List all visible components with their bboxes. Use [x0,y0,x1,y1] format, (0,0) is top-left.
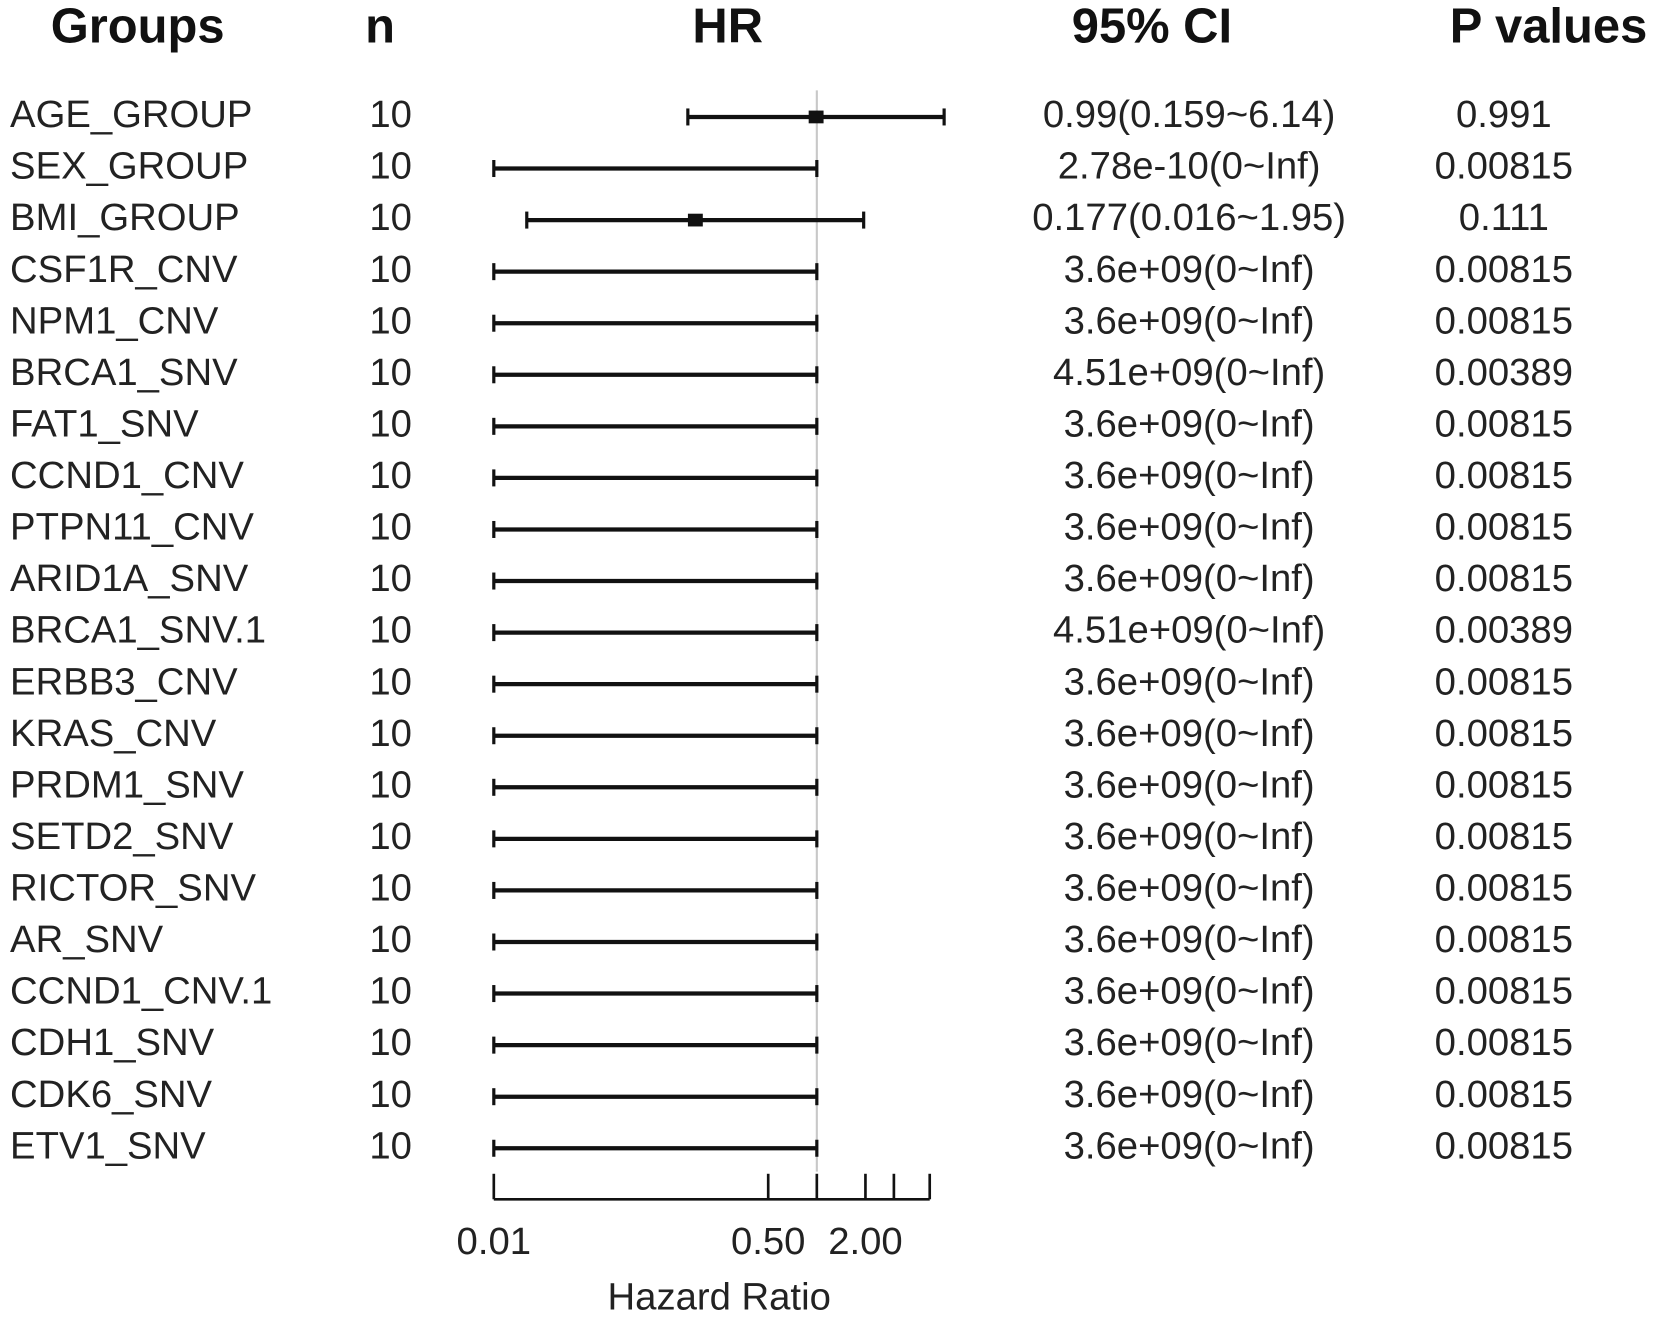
n-value: 10 [369,970,412,1013]
ci-text: 4.51e+09(0~Inf) [1053,609,1325,652]
p-value: 0.00815 [1435,506,1573,549]
p-value: 0.00815 [1435,402,1573,445]
p-value: 0.00815 [1435,1073,1573,1116]
column-header: Groups [51,0,225,54]
p-value: 0.00815 [1435,248,1573,291]
n-value: 10 [369,609,412,652]
ci-text: 3.6e+09(0~Inf) [1064,1124,1315,1167]
group-label: PTPN11_CNV [10,506,254,549]
column-header: 95% CI [1072,0,1232,54]
n-value: 10 [369,506,412,549]
ci-text: 3.6e+09(0~Inf) [1064,402,1315,445]
group-label: CCND1_CNV.1 [10,970,272,1013]
group-label: CSF1R_CNV [10,248,238,291]
n-value: 10 [369,351,412,394]
column-header: HR [692,0,763,54]
p-value: 0.00815 [1435,145,1573,188]
group-label: NPM1_CNV [10,299,219,342]
group-label: CDH1_SNV [10,1021,215,1064]
ci-text: 3.6e+09(0~Inf) [1064,712,1315,755]
group-label: RICTOR_SNV [10,867,256,910]
ci-text: 3.6e+09(0~Inf) [1064,299,1315,342]
ci-text: 3.6e+09(0~Inf) [1064,918,1315,961]
n-value: 10 [369,248,412,291]
ci-text: 3.6e+09(0~Inf) [1064,506,1315,549]
p-value: 0.00815 [1435,763,1573,806]
p-value: 0.00389 [1435,609,1573,652]
group-label: FAT1_SNV [10,402,199,445]
p-value: 0.00815 [1435,557,1573,600]
p-value: 0.111 [1459,196,1549,239]
n-value: 10 [369,815,412,858]
ci-text: 3.6e+09(0~Inf) [1064,660,1315,703]
p-value: 0.00815 [1435,970,1573,1013]
x-tick-label: 2.00 [828,1220,902,1263]
n-value: 10 [369,763,412,806]
ci-text: 3.6e+09(0~Inf) [1064,1073,1315,1116]
p-value: 0.00815 [1435,1124,1573,1167]
ci-text: 3.6e+09(0~Inf) [1064,454,1315,497]
n-value: 10 [369,712,412,755]
group-label: ERBB3_CNV [10,660,238,703]
group-label: KRAS_CNV [10,712,217,755]
n-value: 10 [369,918,412,961]
group-label: ARID1A_SNV [10,557,249,600]
group-label: BRCA1_SNV [10,351,238,394]
group-label: BMI_GROUP [10,196,240,239]
hr-point [808,110,824,124]
p-value: 0.00815 [1435,815,1573,858]
x-tick-label: 0.01 [457,1220,531,1263]
n-value: 10 [369,93,412,136]
group-label: BRCA1_SNV.1 [10,609,266,652]
p-value: 0.00815 [1435,867,1573,910]
p-value: 0.00815 [1435,1021,1573,1064]
ci-text: 3.6e+09(0~Inf) [1064,1021,1315,1064]
p-value: 0.00815 [1435,454,1573,497]
ci-text: 3.6e+09(0~Inf) [1064,248,1315,291]
n-value: 10 [369,454,412,497]
ci-text: 3.6e+09(0~Inf) [1064,970,1315,1013]
p-value: 0.00815 [1435,299,1573,342]
group-label: ETV1_SNV [10,1124,206,1167]
p-value: 0.00389 [1435,351,1573,394]
group-label: AR_SNV [10,918,164,961]
n-value: 10 [369,145,412,188]
x-tick-label: 0.50 [731,1220,805,1263]
group-label: PRDM1_SNV [10,763,244,806]
ci-text: 2.78e-10(0~Inf) [1058,145,1321,188]
group-label: AGE_GROUP [10,93,252,136]
n-value: 10 [369,660,412,703]
n-value: 10 [369,1124,412,1167]
p-value: 0.00815 [1435,918,1573,961]
n-value: 10 [369,1073,412,1116]
group-label: CCND1_CNV [10,454,244,497]
ci-text: 4.51e+09(0~Inf) [1053,351,1325,394]
ci-text: 0.177(0.016~1.95) [1032,196,1346,239]
ci-text: 3.6e+09(0~Inf) [1064,867,1315,910]
group-label: SETD2_SNV [10,815,234,858]
n-value: 10 [369,867,412,910]
x-axis-label: Hazard Ratio [608,1275,831,1318]
ci-text: 3.6e+09(0~Inf) [1064,763,1315,806]
p-value: 0.00815 [1435,712,1573,755]
n-value: 10 [369,402,412,445]
n-value: 10 [369,557,412,600]
group-label: CDK6_SNV [10,1073,213,1116]
n-value: 10 [369,1021,412,1064]
n-value: 10 [369,299,412,342]
ci-text: 3.6e+09(0~Inf) [1064,557,1315,600]
p-value: 0.00815 [1435,660,1573,703]
ci-text: 0.99(0.159~6.14) [1043,93,1336,136]
column-header: n [365,0,395,54]
column-header: P values [1450,0,1648,54]
p-value: 0.991 [1456,93,1552,136]
group-label: SEX_GROUP [10,145,248,188]
hr-point [687,213,703,227]
ci-text: 3.6e+09(0~Inf) [1064,815,1315,858]
n-value: 10 [369,196,412,239]
